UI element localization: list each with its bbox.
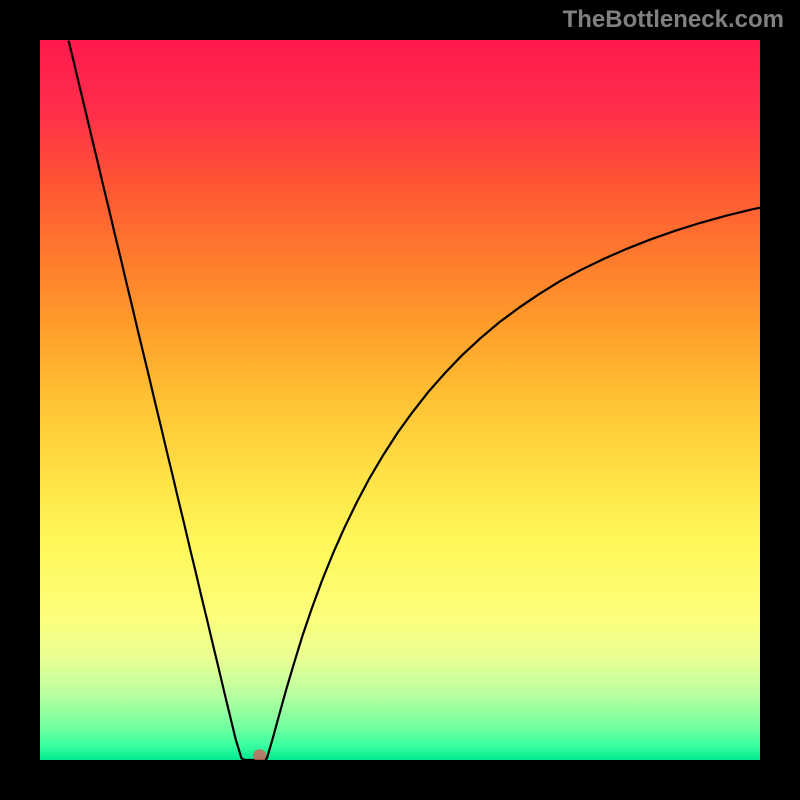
watermark-text: TheBottleneck.com	[563, 6, 784, 34]
chart-svg	[40, 40, 760, 760]
plot-area	[40, 40, 760, 760]
chart-background	[40, 40, 760, 760]
